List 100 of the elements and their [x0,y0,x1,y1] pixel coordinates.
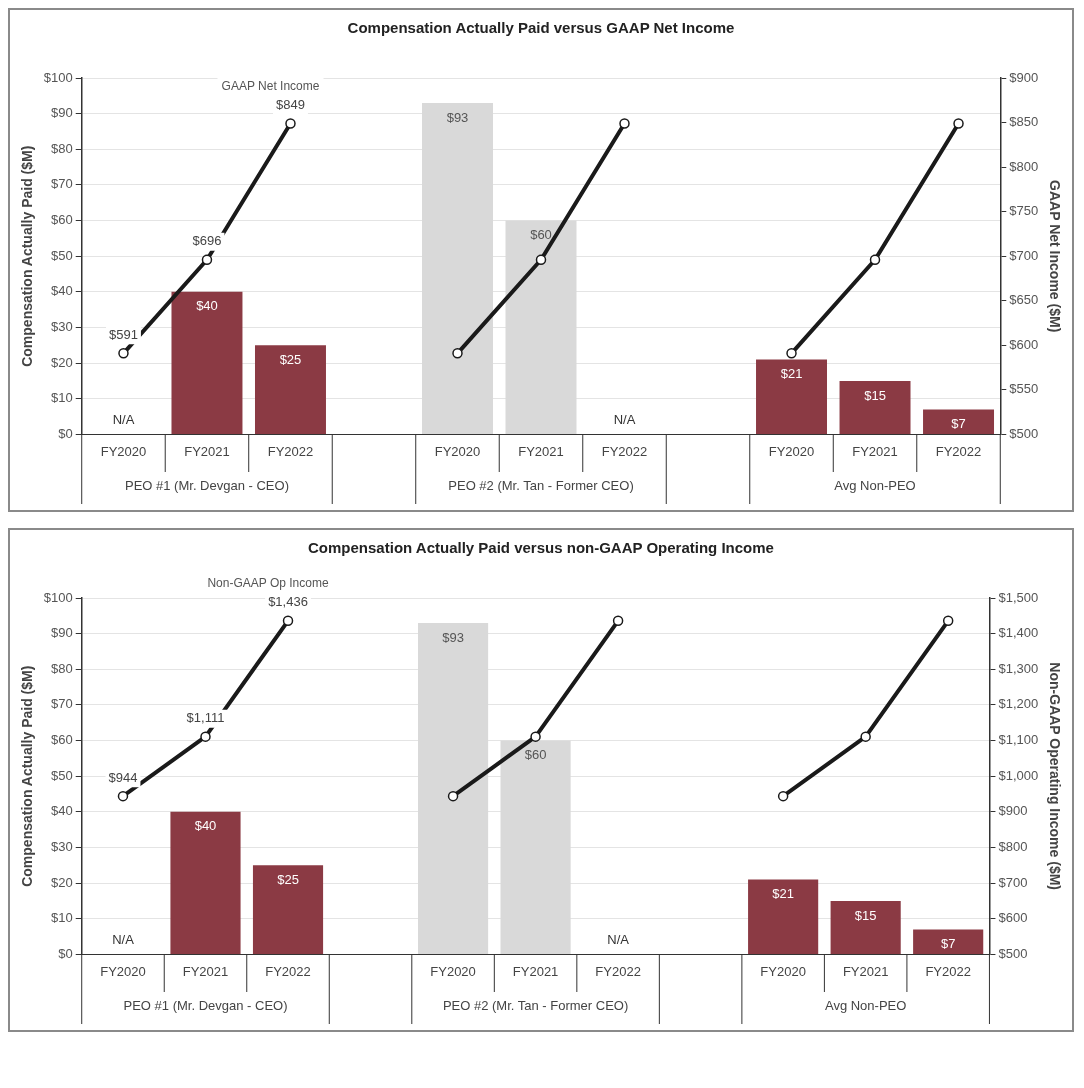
point [282,615,294,627]
bar [254,345,326,434]
point [452,348,463,359]
x-tick-label: FY2022 [925,963,971,979]
y-tick-label: $100 [43,589,73,605]
x-tick-label: FY2022 [935,443,982,459]
y2-tick-label: $500 [1009,425,1039,441]
y2-tick-label: $1,300 [998,660,1039,676]
data-label: $15 [854,907,877,923]
data-label: $40 [196,298,218,314]
y2-tick-label: $800 [998,839,1028,855]
y-tick-label: $40 [51,803,73,819]
x-tick-label: FY2022 [267,443,314,459]
y-tick-label: $10 [51,390,73,406]
bar [171,291,243,434]
text: PEO #2 (Mr. Tan - Former CEO) [442,997,629,1013]
y2-tick-label: $900 [998,803,1028,819]
y-tick-label: $90 [51,105,73,121]
bar [913,929,984,954]
y-tick-label: $80 [51,660,73,676]
data-label: $849 [276,97,305,113]
chart-title: Compensation Actually Paid versus GAAP Net Income [347,19,735,37]
data-label: $60 [530,227,552,243]
y2-axis-title: GAAP Net Income ($M) [1046,180,1063,333]
y2-tick-label: $900 [1009,69,1039,85]
data-label: $21 [780,366,803,382]
point [777,790,789,802]
y-tick-label: $60 [51,212,73,228]
text: PEO #2 (Mr. Tan - Former CEO) [448,477,634,493]
y-tick-label: $100 [43,69,73,85]
text: PEO #1 (Mr. Devgan - CEO) [123,997,288,1013]
y2-tick-label: $1,000 [998,767,1039,783]
text: N/A [607,931,629,947]
x-tick-label: FY2021 [842,963,889,979]
point [612,615,624,627]
data-label: $696 [192,233,222,249]
y2-tick-label: $1,400 [998,625,1039,641]
y2-tick-label: $500 [998,945,1028,961]
point [285,118,296,129]
x-tick-label: FY2020 [434,443,481,459]
y2-tick-label: $750 [1009,203,1039,219]
x-tick-label: FY2021 [852,443,898,459]
text: GAAP Net Income [221,78,320,93]
text: PEO #1 (Mr. Devgan - CEO) [124,477,289,493]
point [619,118,630,129]
text: N/A [613,411,636,427]
x-tick-label: FY2020 [768,443,815,459]
y2-axis-title: Non-GAAP Operating Income ($M) [1046,662,1063,891]
y-tick-label: $50 [51,247,73,263]
data-label: $7 [951,416,966,432]
data-label: $944 [108,769,138,785]
y2-tick-label: $1,500 [998,589,1039,605]
y-tick-label: $0 [58,945,73,961]
bar [839,380,911,434]
y2-tick-label: $700 [1009,247,1039,263]
x-tick-label: FY2021 [182,963,229,979]
y-tick-label: $20 [51,354,73,370]
data-label: $15 [864,387,886,403]
point [869,254,881,266]
y-axis-title: Compensation Actually Paid ($M) [19,145,36,367]
data-label: $93 [446,109,469,125]
bar [170,811,241,954]
point [535,254,547,266]
point [786,348,797,359]
data-label: $1,436 [268,594,308,610]
x-tick-label: FY2020 [100,443,147,459]
point [201,254,213,266]
y2-tick-label: $550 [1009,381,1039,397]
x-tick-label: FY2020 [760,963,806,979]
text: Avg Non-PEO [824,997,907,1013]
y2-tick-label: $850 [1009,114,1039,130]
y-tick-label: $60 [51,732,73,748]
y2-tick-label: $600 [998,910,1028,926]
point [118,348,129,359]
x-tick-label: FY2022 [595,963,641,979]
data-label: $25 [277,871,299,887]
y-tick-label: $20 [51,874,73,890]
point [200,731,211,742]
x-tick-label: FY2022 [265,963,311,979]
y-tick-label: $90 [51,625,73,641]
y2-tick-label: $600 [1009,336,1039,352]
y2-tick-label: $650 [1009,292,1039,308]
data-label: $1,111 [186,710,225,726]
y-tick-label: $30 [51,319,73,335]
y-tick-label: $80 [51,140,73,156]
x-tick-label: FY2022 [601,443,648,459]
y2-tick-label: $1,100 [998,732,1039,748]
y-tick-label: $50 [51,767,73,783]
x-tick-label: FY2021 [184,443,230,459]
bar [756,359,828,434]
point [117,790,129,802]
chart-title: Compensation Actually Paid versus non-GAAP Operating Income [308,539,774,557]
text: N/A [112,931,134,947]
text: Avg Non-PEO [834,477,916,493]
x-tick-label: FY2021 [512,963,559,979]
data-label: $25 [279,351,302,367]
y-tick-label: $0 [58,425,73,441]
y-tick-label: $40 [51,283,73,299]
data-label: $21 [772,886,794,902]
data-label: $60 [524,747,547,763]
